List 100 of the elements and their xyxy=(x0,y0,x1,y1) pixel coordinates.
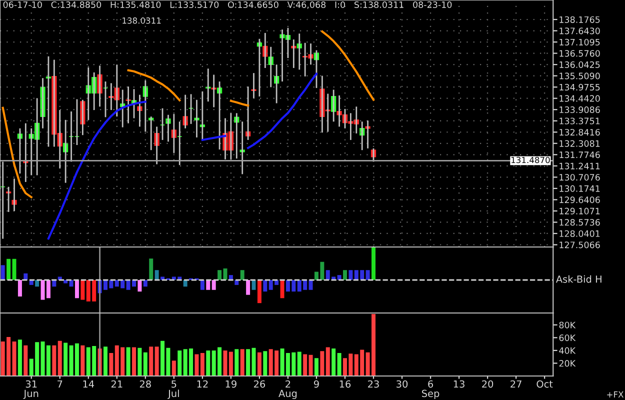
bar xyxy=(342,270,347,280)
y-axis-title: Ask-Bid H xyxy=(556,275,602,283)
bar xyxy=(280,280,284,298)
bar xyxy=(109,353,114,376)
bar xyxy=(257,352,262,376)
y-tick-label: 136.5760 xyxy=(560,50,600,57)
y-tick-label: 137.1095 xyxy=(560,38,600,46)
bar xyxy=(326,347,330,376)
y-tick-label: 133.3751 xyxy=(560,118,600,124)
text: +FX xyxy=(607,391,624,398)
y-tick-label: 132.8416 xyxy=(560,128,600,136)
bar xyxy=(234,280,239,285)
y-tick-label: 133.9086 xyxy=(560,106,600,114)
y-tick-label: 40K xyxy=(559,347,576,354)
y-tick-label: 131.2411 xyxy=(560,162,600,170)
bar xyxy=(52,280,56,287)
x-tick-label: 23 xyxy=(368,380,379,388)
bar xyxy=(132,347,136,376)
bar xyxy=(303,354,308,376)
bar xyxy=(64,342,68,376)
y-tick-label: 80K xyxy=(559,322,576,328)
bar xyxy=(138,348,142,376)
bar xyxy=(246,349,250,376)
x-tick-label: 13 xyxy=(454,380,464,388)
x-tick-label: 28 xyxy=(140,380,151,388)
x-tick-label: 12 xyxy=(197,380,208,388)
x-tick-label: 7 xyxy=(58,380,62,388)
bar xyxy=(35,280,40,287)
bar xyxy=(308,354,313,376)
bar xyxy=(263,351,268,376)
bar xyxy=(172,360,176,376)
bar xyxy=(183,280,188,287)
x-tick-label: 21 xyxy=(111,380,122,388)
bar xyxy=(6,258,11,280)
bar xyxy=(337,275,342,280)
ref-line-label: 131.4870 xyxy=(512,156,550,164)
bar xyxy=(200,280,204,290)
x-tick-label: 5 Jul xyxy=(168,380,179,399)
x-tick-label: 9 xyxy=(314,380,319,388)
y-tick-label: 137.6430 xyxy=(560,28,600,34)
bar xyxy=(372,247,376,280)
bar xyxy=(12,258,16,280)
x-tick-label: 31 Jun xyxy=(23,380,38,399)
annotation: 138.0311 xyxy=(122,17,161,24)
bar xyxy=(154,346,159,376)
y-tick-label: 130.1741 xyxy=(560,185,600,192)
bar xyxy=(103,346,108,376)
y-tick-label: 129.1071 xyxy=(560,208,600,214)
y-tick-label: 130.7076 xyxy=(560,174,600,181)
bar xyxy=(58,340,62,376)
bar xyxy=(348,270,353,280)
bar xyxy=(240,270,244,280)
y-tick-label: 135.5090 xyxy=(560,72,600,80)
x-tick-label: 6 Sep xyxy=(422,380,440,399)
x-tick-label: 27 xyxy=(510,380,522,388)
x-tick-label: 19 xyxy=(226,380,236,388)
bar xyxy=(228,275,233,280)
bar xyxy=(24,345,28,376)
bar xyxy=(64,280,68,284)
bar xyxy=(297,352,302,376)
x-tick-label: Oct xyxy=(536,380,553,388)
x-tick-label: 30 xyxy=(396,380,408,388)
bar xyxy=(143,352,148,376)
bar xyxy=(314,358,318,376)
y-tick-label: 129.6406 xyxy=(560,196,600,204)
x-tick-label: 2 Aug xyxy=(278,380,297,399)
x-tick-label: 20 xyxy=(482,380,494,388)
y-tick-label: 134.9755 xyxy=(560,84,600,91)
bar xyxy=(18,340,22,376)
bar xyxy=(29,280,34,285)
bar xyxy=(178,350,182,376)
bar xyxy=(332,348,336,376)
bar xyxy=(234,349,239,376)
bar xyxy=(126,347,130,376)
y-tick-label: 128.0401 xyxy=(560,230,600,237)
y-tick-label: 60K xyxy=(559,334,576,342)
bar xyxy=(149,346,154,376)
y-tick-label: 132.3081 xyxy=(560,140,600,147)
y-tick-label: 20K xyxy=(559,360,576,367)
bar xyxy=(74,280,79,298)
y-tick-label: 138.1765 xyxy=(560,16,600,23)
bar xyxy=(52,345,56,376)
bar xyxy=(80,280,85,300)
bar xyxy=(240,349,244,376)
bar xyxy=(223,350,228,376)
bar xyxy=(366,270,370,280)
bar xyxy=(206,350,210,376)
candlestick xyxy=(365,120,370,150)
bar xyxy=(308,280,313,290)
bar xyxy=(0,265,5,280)
bar xyxy=(149,258,154,280)
bar xyxy=(212,280,216,290)
y-tick-label: 134.4420 xyxy=(560,95,600,102)
y-tick-label: 127.5066 xyxy=(560,242,600,248)
bar xyxy=(12,341,16,376)
bar xyxy=(246,280,250,295)
bar xyxy=(200,353,204,376)
y-tick-label: 128.5736 xyxy=(560,219,600,226)
y-tick-label: 131.7746 xyxy=(560,151,600,158)
bar xyxy=(320,351,324,376)
